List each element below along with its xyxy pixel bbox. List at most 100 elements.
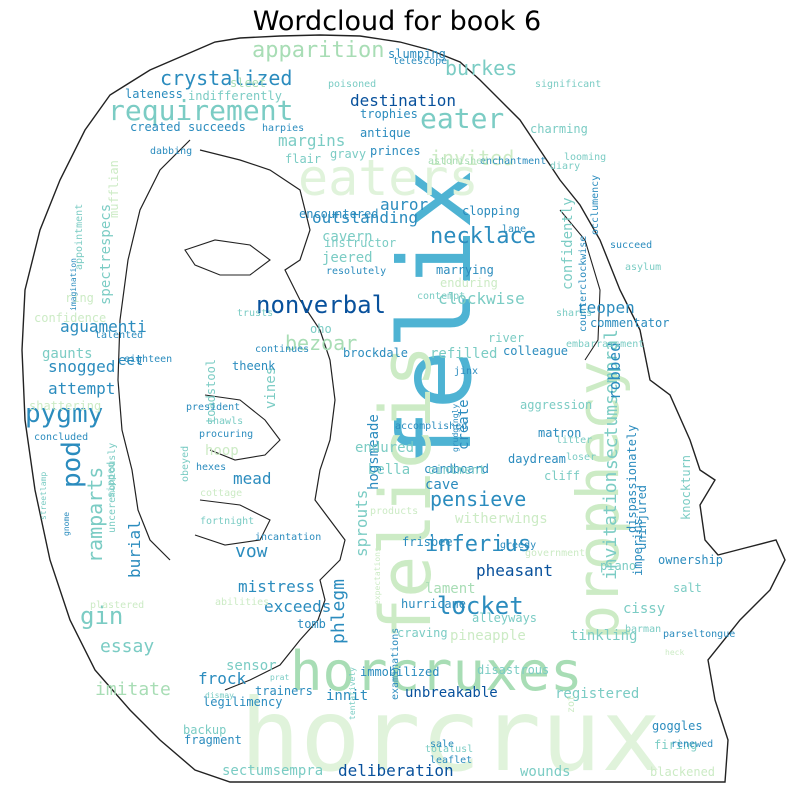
word-cliff: cliff — [544, 469, 580, 483]
word-barman: barman — [625, 624, 661, 635]
word-sleet: sleet — [230, 76, 266, 90]
word-gnome: gnome — [62, 512, 71, 536]
word-contempt: contempt — [417, 291, 465, 302]
word-vow: vow — [235, 541, 268, 562]
word-salt: salt — [673, 581, 702, 595]
ear-outline — [559, 209, 601, 361]
word-frisbee: frisbee — [402, 535, 453, 549]
word-prat: prat — [270, 673, 289, 682]
word-imitate: imitate — [95, 679, 171, 700]
word-imagination: imagination — [69, 258, 78, 311]
word-parseltongue: parseltongue — [663, 629, 735, 640]
word-refilled: refilled — [430, 346, 497, 362]
word-unceremoniously: unceremoniously — [107, 443, 118, 533]
word-jeered: jeered — [322, 250, 373, 266]
word-invitation: invitation — [600, 472, 621, 580]
word-bella: bella — [368, 462, 410, 478]
word-pheasant: pheasant — [476, 561, 553, 580]
word-ramparts: ramparts — [83, 467, 107, 563]
word-aggression: aggression — [520, 398, 592, 412]
word-fortnight: fortnight — [200, 516, 254, 527]
word-greedy: greedy — [500, 540, 536, 551]
word-mead: mead — [233, 469, 272, 488]
word-created: created — [130, 120, 181, 134]
word-embarrassment: embarrassment — [566, 339, 644, 350]
word-eet: eet — [118, 353, 143, 369]
word-toadstool: toadstool — [204, 359, 218, 424]
word-talented: talented — [95, 330, 143, 341]
word-ring: ring — [65, 291, 94, 305]
word-sale: sale — [430, 739, 454, 750]
word-plastered: plastered — [90, 600, 144, 611]
word-endured: endured — [355, 440, 414, 456]
word-heck: heck — [665, 648, 684, 657]
word-disastrous: disastrous — [477, 663, 549, 677]
word-clockwise: clockwise — [438, 289, 525, 308]
word-ownership: ownership — [658, 553, 723, 567]
word-knockturn: knockturn — [679, 455, 693, 520]
word-goggles: goggles — [652, 719, 703, 733]
word-obeyed: obeyed — [180, 446, 191, 482]
word-nonverbal: nonverbal — [256, 291, 386, 319]
word-mistress: mistress — [238, 577, 315, 596]
word-gin: gin — [80, 602, 123, 630]
word-margins: margins — [278, 131, 345, 150]
word-hogsmeade: hogsmeade — [366, 414, 382, 490]
word-tomb: tomb — [297, 617, 326, 631]
word-auror: auror — [380, 195, 429, 214]
word-looming: looming — [564, 152, 606, 163]
word-abilities: abilities — [215, 597, 269, 608]
word-witherwings: witherwings — [455, 511, 548, 527]
word-trophies: trophies — [360, 107, 418, 121]
word-incantation: incantation — [255, 532, 321, 543]
word-lament: lament — [425, 581, 476, 597]
word-shattering: shattering — [29, 399, 101, 413]
word-dispassionately: dispassionately — [625, 425, 639, 533]
word-horcruxes: horcruxes — [290, 640, 583, 703]
word-matron: matron — [538, 426, 581, 440]
word-snogged: snogged — [48, 357, 115, 376]
word-cottage: cottage — [200, 488, 242, 499]
word-lateness: lateness — [125, 87, 183, 101]
word-expectations: expectations — [373, 547, 382, 605]
word-immobilized: immobilized — [360, 665, 439, 679]
hair-inner-outline — [117, 139, 191, 561]
word-jinx: jinx — [454, 366, 478, 377]
word-attempt: attempt — [48, 379, 115, 398]
word-hoop: hoop — [205, 443, 239, 459]
word-felicis: felicis — [365, 345, 447, 640]
word-requirement: requirement — [108, 94, 293, 127]
word-marrying: marrying — [436, 263, 494, 277]
word-pod: pod — [57, 441, 87, 488]
word-robbed: robbed — [605, 342, 624, 400]
word-bezoar: bezoar — [285, 331, 357, 355]
word-vines: vines — [263, 367, 279, 409]
word-mufflian: mufflian — [107, 160, 121, 218]
word-government: government — [525, 548, 585, 559]
word-backup: backup — [183, 723, 226, 737]
word-trainers: trainers — [255, 684, 313, 698]
word-accomplished: accomplished — [395, 421, 467, 432]
word-renewed: renewed — [671, 739, 713, 750]
word-spectrespecs: spectrespecs — [98, 204, 114, 305]
word-dabbing: dabbing — [150, 146, 192, 157]
word-firing: firing — [654, 738, 697, 752]
word-tentatively: tentatively — [348, 667, 357, 720]
word-crystalized: crystalized — [160, 66, 292, 90]
word-clopping: clopping — [462, 204, 520, 218]
word-colleague: colleague — [503, 344, 568, 358]
word-sipped: sipped — [106, 462, 117, 498]
word-create: create — [456, 399, 472, 450]
word-eater: eater — [420, 102, 504, 135]
word-locket: locket — [437, 592, 524, 620]
word-products: products — [370, 506, 418, 517]
word-horcrux: horcrux — [240, 677, 661, 791]
word-harpies: harpies — [262, 123, 304, 134]
word-resolutely: resolutely — [326, 266, 386, 277]
word-unbreakable: unbreakable — [405, 685, 498, 701]
word-counterclockwise: counterclockwise — [578, 236, 589, 332]
word-charming: charming — [530, 122, 588, 136]
word-hexes: hexes — [196, 462, 226, 473]
word-cave: cave — [425, 477, 459, 493]
word-brockdale: brockdale — [343, 346, 408, 360]
